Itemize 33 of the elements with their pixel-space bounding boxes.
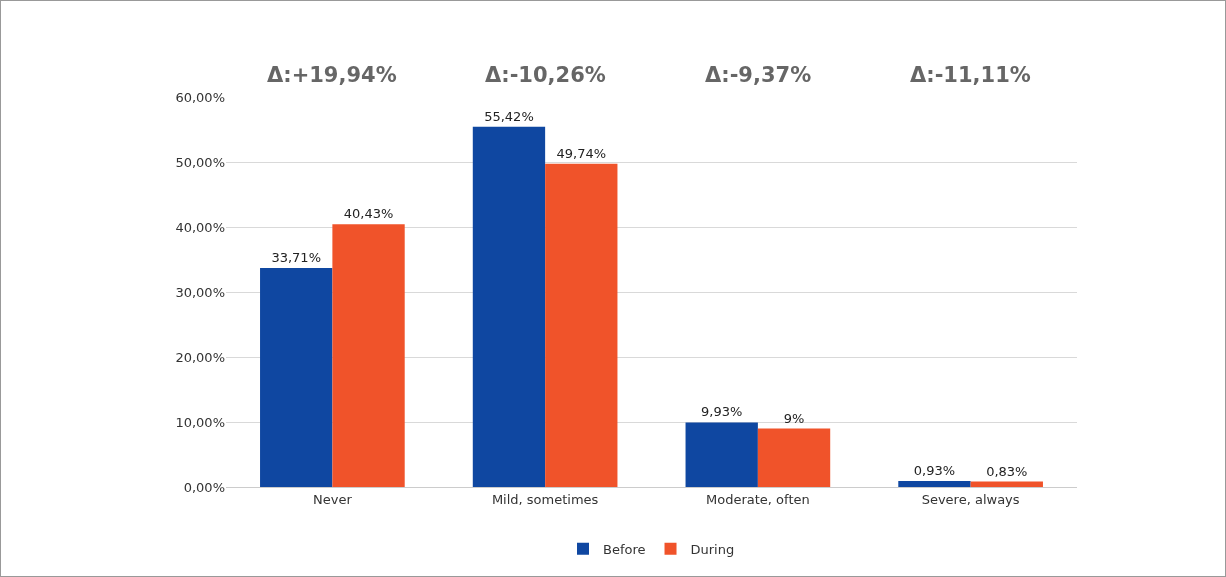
text: Δ:+19,94% [267, 63, 397, 87]
data-label: 40,43% [343, 206, 394, 222]
data-label: 9% [783, 410, 805, 426]
data-label: 55,42% [484, 108, 534, 124]
x-tick-label: Mild, sometimes [491, 491, 599, 507]
bar [332, 224, 405, 487]
bar [898, 480, 971, 487]
bar [260, 267, 333, 487]
bar [970, 481, 1043, 487]
text: Δ:-10,26% [485, 63, 606, 87]
y-tick-label: 0,00% [183, 479, 225, 495]
x-tick-label: Moderate, often [706, 491, 810, 507]
legend-label: Before [603, 541, 646, 557]
y-tick-label: 50,00% [175, 154, 225, 170]
data-label: 9,93% [701, 404, 743, 420]
data-label: 0,93% [913, 462, 956, 478]
text: Δ:-9,37% [705, 63, 812, 87]
y-tick-label: 10,00% [175, 414, 225, 430]
text: Δ:-11,11% [910, 63, 1031, 87]
bar [685, 422, 758, 487]
y-tick-label: 40,00% [175, 219, 225, 235]
bar [545, 163, 618, 487]
bar [472, 126, 546, 487]
data-label: 0,83% [986, 463, 1028, 479]
y-tick-label: 20,00% [175, 349, 225, 365]
y-tick-label: 60,00% [175, 89, 225, 105]
legend-label: During [690, 541, 735, 557]
data-label: 49,74% [556, 145, 607, 161]
bar [757, 428, 831, 487]
y-tick-label: 30,00% [175, 284, 225, 300]
x-tick-label: Never [313, 491, 353, 507]
data-label: 33,71% [271, 249, 321, 265]
x-tick-label: Severe, always [921, 491, 1020, 507]
